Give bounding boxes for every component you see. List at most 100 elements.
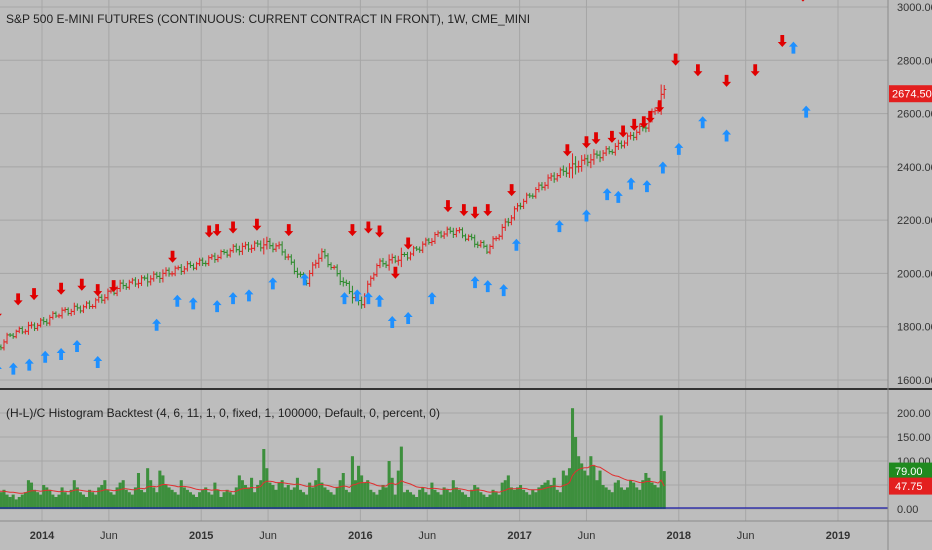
histogram-bar <box>506 475 510 509</box>
time-tick-label: 2019 <box>826 530 850 542</box>
histogram-bar <box>308 482 312 509</box>
histogram-bar <box>213 482 217 509</box>
histogram-bar <box>607 489 611 509</box>
histogram-bar <box>580 463 584 509</box>
histogram-bar <box>485 497 489 509</box>
histogram-bar <box>629 480 633 509</box>
histogram-bar <box>320 482 324 509</box>
histogram-bar <box>207 492 211 509</box>
histogram-bar <box>133 487 137 509</box>
histogram-bar <box>127 492 131 509</box>
histogram-bar <box>338 480 342 509</box>
histogram-bar <box>384 487 388 509</box>
histogram-bar <box>188 492 192 509</box>
histogram-bar <box>42 485 46 509</box>
price-tick-label: 1800.00 <box>897 322 932 334</box>
buy-signal-arrow <box>511 238 521 251</box>
buy-signal-arrow <box>801 105 811 118</box>
histogram-bar <box>537 487 541 509</box>
histogram-bar <box>234 487 238 509</box>
histogram-bar <box>561 470 565 509</box>
sell-signal-arrow <box>722 74 732 87</box>
buy-signal-arrow <box>72 340 82 353</box>
histogram-bar <box>100 485 104 509</box>
buy-signal-arrow <box>24 358 34 371</box>
histogram-bar <box>567 468 571 509</box>
price-tick-label: 2000.00 <box>897 268 932 280</box>
histogram-bar <box>36 492 40 509</box>
histogram-bar <box>347 492 351 509</box>
histogram-bar <box>454 487 458 509</box>
indicator-tick-label: 0.00 <box>897 504 918 516</box>
buy-signal-arrow <box>244 289 254 302</box>
histogram-bar <box>494 492 498 509</box>
price-axis[interactable]: 3000.00 2800.00 2600.00 2400.00 2200.00 2000.… <box>897 2 932 387</box>
price-tick-label: 2400.00 <box>897 162 932 174</box>
histogram-bar <box>552 477 556 509</box>
histogram-bar <box>616 480 620 509</box>
histogram-bar <box>366 480 370 509</box>
last-price-value: 2674.50 <box>892 89 932 101</box>
histogram-bar <box>460 492 465 509</box>
histogram-bar <box>170 489 174 509</box>
sell-signal-arrow <box>777 34 787 47</box>
histogram-bar <box>656 487 660 509</box>
histogram-bar <box>353 480 358 509</box>
sell-signal-arrow <box>459 204 469 217</box>
histogram-bar <box>29 482 34 509</box>
average-line <box>0 464 665 494</box>
time-tick-label: Jun <box>578 530 596 542</box>
histogram-bar <box>399 446 403 509</box>
histogram-bar <box>103 480 107 509</box>
sell-signal-arrow <box>639 116 649 129</box>
histogram-bar <box>570 408 575 509</box>
histogram-bar <box>601 485 605 509</box>
histogram-bar <box>118 482 122 509</box>
histogram-bar <box>470 489 474 509</box>
histogram-bar <box>476 487 480 509</box>
histogram-bar <box>204 487 208 509</box>
histogram-bar <box>360 475 364 509</box>
histogram-bar <box>228 492 232 509</box>
histogram-bar <box>173 492 177 509</box>
histogram-bar <box>408 492 413 509</box>
sell-signal-arrow <box>403 237 413 250</box>
buy-signal-arrow <box>698 116 708 129</box>
buy-signal-arrow <box>642 180 652 193</box>
histogram-bar <box>329 492 333 509</box>
sell-signal-arrow <box>204 225 214 238</box>
sell-signal-arrow <box>607 130 617 143</box>
histogram-bar <box>48 489 52 509</box>
time-axis[interactable]: 2014 Jun 2015 Jun 2016 Jun 2017 Jun 2018 Jun 2019 <box>30 530 850 542</box>
histogram <box>0 408 666 509</box>
price-tick-label: 1600.00 <box>897 375 932 387</box>
histogram-bar <box>519 485 523 509</box>
histogram-bar <box>164 485 168 509</box>
sell-signal-arrow <box>801 0 805 2</box>
histogram-bar <box>20 494 24 509</box>
histogram-bar <box>240 480 244 509</box>
sell-signal-arrow <box>655 100 665 113</box>
histogram-bar <box>277 482 281 509</box>
buy-signal-arrow <box>427 292 437 305</box>
histogram-bar <box>289 489 293 509</box>
histogram-bar <box>350 456 354 509</box>
histogram-bar <box>143 492 147 509</box>
sell-signal-arrow <box>347 224 357 237</box>
histogram-bar <box>158 470 162 509</box>
histogram-bar <box>0 492 3 509</box>
time-tick-label: 2018 <box>667 530 691 542</box>
histogram-bar <box>63 492 67 509</box>
histogram-bar <box>412 494 416 509</box>
histogram-bar <box>433 489 437 509</box>
buy-signal-arrow <box>0 366 2 370</box>
histogram-bar <box>662 471 666 509</box>
histogram-bar <box>314 480 318 509</box>
histogram-bar <box>54 497 58 509</box>
histogram-bar <box>604 487 608 509</box>
sell-signal-arrow <box>645 110 655 123</box>
average-last-value: 47.75 <box>895 481 923 493</box>
histogram-bar <box>302 492 306 509</box>
price-tick-label: 2800.00 <box>897 55 932 67</box>
sell-signal-arrow <box>483 204 493 217</box>
